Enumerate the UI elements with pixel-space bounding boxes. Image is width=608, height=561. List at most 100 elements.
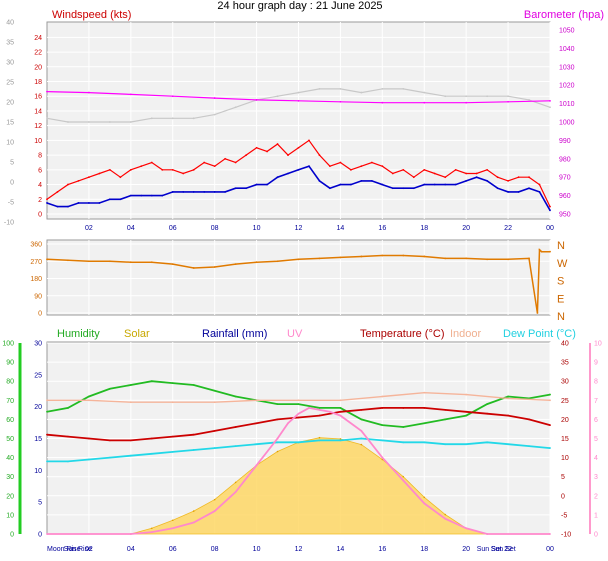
dir-ytick: 360 — [30, 242, 42, 249]
point-temperature — [339, 410, 342, 413]
wind-point-gust — [370, 161, 373, 164]
point-uv — [465, 527, 468, 530]
rain-ytick: 15 — [34, 436, 42, 443]
dewpoint-header: Dew Point (°C) — [503, 328, 576, 340]
wind-point-gust-trace — [318, 87, 321, 90]
point-dewpoint — [507, 443, 509, 446]
wind-point-gust — [486, 168, 489, 171]
indoor-header: Indoor — [450, 328, 482, 340]
wind-point-gust — [297, 146, 300, 149]
uv-ytick: 2 — [594, 493, 598, 500]
wind-point-avg — [517, 191, 520, 193]
point-temperature — [46, 433, 48, 436]
solar-point — [171, 519, 174, 522]
temp-ytick: 25 — [561, 398, 569, 405]
astro-label: Sun Set — [477, 546, 502, 553]
wind-point-gust — [266, 150, 268, 153]
point-humidity — [297, 403, 300, 406]
point-humidity — [276, 403, 279, 406]
wind-point-gust — [150, 161, 153, 164]
temp-ytick: 40 — [561, 341, 569, 348]
solar-point — [150, 527, 153, 530]
point-dewpoint — [129, 454, 132, 457]
point-temperature — [234, 426, 237, 428]
point-dewpoint — [255, 443, 258, 446]
wind-point-avg — [349, 183, 352, 186]
wind-point-avg — [370, 179, 373, 182]
solar-point — [444, 513, 447, 516]
wind-ytick: 14 — [34, 108, 42, 115]
point-temperature — [528, 418, 530, 421]
dir-point — [171, 263, 174, 266]
wind-point-avg — [266, 183, 268, 186]
wind-point-avg — [339, 183, 342, 186]
wind-point-gust — [329, 165, 331, 168]
temp-xtick: 12 — [295, 546, 303, 553]
wind-point-avg — [98, 202, 101, 204]
point-indoor — [507, 397, 509, 400]
wind-point-barometer — [171, 95, 174, 98]
point-temperature — [276, 418, 279, 421]
point-dewpoint — [486, 441, 489, 444]
point-dewpoint — [402, 441, 405, 444]
wind-point-gust — [318, 154, 321, 157]
barometer-ytick: 1050 — [559, 28, 575, 35]
wind-point-gust-trace — [213, 113, 216, 116]
wind-point-avg — [297, 168, 300, 171]
wind-point-gust — [412, 176, 415, 179]
wind-xtick: 18 — [420, 225, 428, 232]
dir-point — [150, 261, 153, 264]
wind-point-gust-trace — [486, 95, 489, 98]
rain-ytick: 5 — [38, 500, 42, 507]
wind-point-barometer — [339, 100, 342, 103]
dir-point — [213, 266, 216, 268]
wind-outer-ytick: 0 — [10, 180, 14, 187]
point-indoor — [46, 399, 48, 402]
compass-label: W — [557, 258, 568, 270]
rain-ytick: 10 — [34, 468, 42, 475]
compass-label: N — [557, 311, 565, 323]
solar-point — [339, 438, 342, 440]
wind-point-avg — [129, 194, 132, 197]
point-uv — [192, 521, 195, 524]
point-indoor — [297, 399, 300, 402]
humidity-ytick: 50 — [6, 436, 14, 443]
point-dewpoint — [339, 439, 342, 442]
point-dewpoint — [150, 452, 153, 455]
wind-point-avg — [171, 191, 174, 193]
point-uv — [213, 510, 216, 512]
point-temperature — [297, 416, 300, 419]
barometer-ytick: 1040 — [559, 46, 575, 53]
wind-point-gust-trace — [402, 87, 405, 90]
wind-point-avg — [140, 194, 143, 197]
dir-point — [444, 257, 447, 260]
wind-point-avg — [423, 183, 426, 186]
dir-point — [360, 255, 363, 258]
wind-point-avg — [496, 187, 499, 190]
point-uv — [486, 533, 489, 535]
temp-xtick: 20 — [462, 546, 470, 553]
point-dewpoint — [360, 437, 363, 440]
point-dewpoint — [423, 441, 426, 444]
rain-ytick: 20 — [34, 404, 42, 411]
wind-point-gust — [360, 165, 363, 168]
wind-point-avg — [454, 183, 457, 186]
wind-ytick: 18 — [34, 79, 42, 86]
wind-point-gust — [423, 168, 426, 171]
humidity-ytick: 30 — [6, 474, 14, 481]
wind-ytick: 10 — [34, 138, 42, 145]
point-dewpoint — [67, 460, 69, 463]
wind-point-gust-trace — [88, 121, 90, 123]
point-indoor — [255, 399, 258, 402]
uv-ytick: 6 — [594, 417, 598, 424]
point-uv — [255, 464, 258, 467]
wind-point-gust — [245, 154, 248, 157]
uv-ytick: 0 — [594, 532, 598, 539]
wind-point-gust-trace — [465, 95, 468, 98]
wind-point-gust-trace — [549, 106, 551, 109]
wind-point-gust — [161, 168, 164, 171]
wind-point-gust — [224, 157, 227, 160]
wind-point-avg — [119, 198, 122, 201]
wind-point-avg — [182, 191, 185, 193]
wind-point-avg — [161, 194, 164, 197]
